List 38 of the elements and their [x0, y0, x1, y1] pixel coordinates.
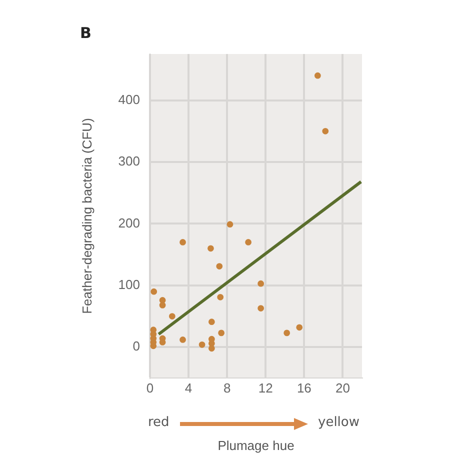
x-axis-title: Plumage hue	[218, 438, 294, 453]
point	[198, 341, 206, 348]
point	[258, 280, 264, 287]
x-tick-label: 16	[296, 380, 312, 396]
y-tick-label: 0	[132, 338, 140, 354]
point	[296, 324, 303, 331]
point	[159, 302, 166, 308]
point	[284, 330, 290, 336]
point	[168, 313, 176, 320]
point	[217, 294, 224, 300]
point	[159, 339, 166, 346]
x-tick-label: 0	[146, 380, 154, 396]
x-tick-label: 12	[258, 380, 273, 396]
x-tick-label: 8	[223, 380, 231, 396]
point	[208, 340, 215, 347]
point	[150, 288, 158, 295]
point	[216, 263, 223, 270]
point	[314, 72, 321, 79]
point	[258, 305, 264, 312]
point	[218, 330, 225, 336]
text: red	[148, 415, 170, 430]
point	[180, 239, 186, 246]
point	[245, 239, 252, 246]
chart-title: B	[80, 24, 92, 42]
x-tick-label: 4	[184, 380, 192, 396]
text: yellow	[318, 415, 360, 430]
point	[208, 345, 215, 352]
y-tick-label: 300	[118, 154, 140, 169]
point	[322, 128, 329, 134]
point	[208, 318, 215, 326]
y-tick-label: 200	[118, 215, 140, 230]
x-tick-label: 20	[335, 380, 350, 396]
y-axis-title: Feather-degrading bacteria (CFU)	[79, 118, 94, 314]
point	[180, 336, 186, 343]
point	[226, 221, 234, 228]
y-tick-label: 100	[118, 277, 140, 292]
point	[208, 245, 214, 252]
y-tick-label: 400	[118, 92, 140, 107]
